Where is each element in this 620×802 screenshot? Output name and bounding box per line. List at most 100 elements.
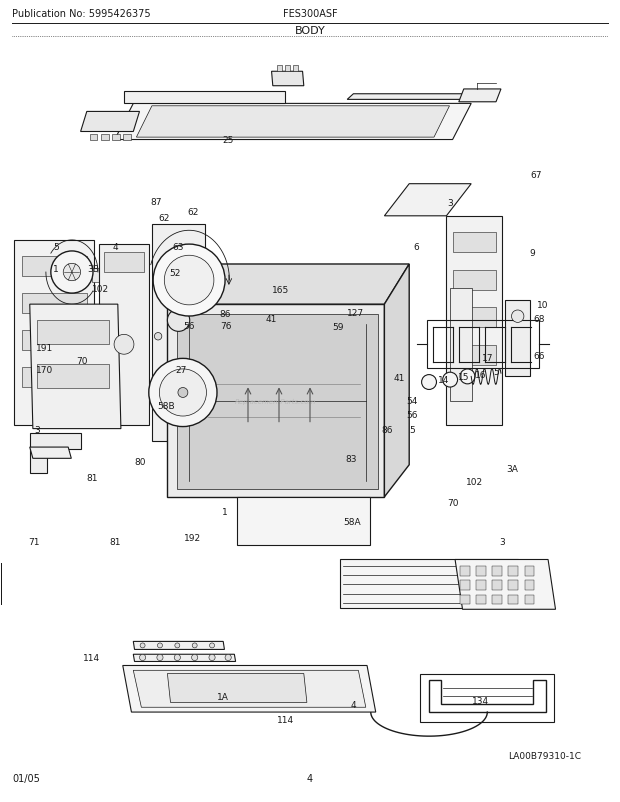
- Text: Publication No: 5995426375: Publication No: 5995426375: [12, 10, 151, 19]
- Polygon shape: [181, 273, 187, 289]
- Polygon shape: [508, 595, 518, 605]
- Circle shape: [159, 370, 206, 416]
- Polygon shape: [476, 566, 486, 576]
- Circle shape: [443, 373, 458, 387]
- Polygon shape: [237, 497, 370, 545]
- Text: 3B: 3B: [87, 264, 99, 273]
- Text: 6: 6: [414, 242, 420, 252]
- Polygon shape: [133, 654, 236, 662]
- Text: 10: 10: [538, 300, 549, 310]
- Text: 3A: 3A: [506, 464, 518, 474]
- Text: 80: 80: [135, 457, 146, 467]
- Polygon shape: [136, 107, 450, 138]
- Text: 56: 56: [406, 411, 417, 420]
- Polygon shape: [525, 581, 534, 590]
- Text: 71: 71: [29, 537, 40, 547]
- Polygon shape: [101, 135, 108, 140]
- Polygon shape: [476, 581, 486, 590]
- Polygon shape: [505, 301, 530, 377]
- Text: 16: 16: [475, 370, 486, 379]
- Circle shape: [164, 256, 214, 306]
- Polygon shape: [112, 135, 120, 140]
- Circle shape: [140, 643, 145, 648]
- Circle shape: [460, 370, 475, 384]
- Circle shape: [51, 252, 93, 294]
- Text: 81: 81: [109, 537, 120, 547]
- Circle shape: [157, 654, 163, 661]
- Circle shape: [140, 654, 146, 661]
- Polygon shape: [492, 566, 502, 576]
- Polygon shape: [167, 305, 384, 497]
- Text: 41: 41: [266, 314, 277, 324]
- Polygon shape: [30, 433, 81, 473]
- Text: 67: 67: [530, 170, 541, 180]
- Polygon shape: [30, 448, 71, 459]
- Text: 4: 4: [307, 773, 313, 783]
- Circle shape: [114, 335, 134, 354]
- Polygon shape: [293, 66, 298, 72]
- Polygon shape: [167, 271, 211, 290]
- Circle shape: [157, 643, 162, 648]
- Text: 52: 52: [169, 268, 180, 277]
- Polygon shape: [347, 95, 490, 100]
- Text: 58B: 58B: [157, 401, 175, 411]
- Polygon shape: [37, 365, 108, 389]
- Text: 114: 114: [277, 715, 294, 724]
- Circle shape: [422, 375, 436, 390]
- Text: 27: 27: [175, 366, 187, 375]
- Polygon shape: [384, 184, 471, 217]
- Circle shape: [174, 654, 180, 661]
- Polygon shape: [133, 670, 366, 707]
- Text: 68: 68: [534, 314, 545, 324]
- Polygon shape: [170, 273, 176, 289]
- Text: 41: 41: [394, 373, 405, 383]
- Polygon shape: [285, 66, 290, 72]
- Text: 70: 70: [76, 356, 87, 366]
- Text: 66: 66: [534, 351, 545, 361]
- Polygon shape: [22, 367, 87, 387]
- Polygon shape: [453, 270, 496, 290]
- Text: 62: 62: [188, 208, 199, 217]
- Polygon shape: [92, 313, 102, 327]
- Polygon shape: [30, 305, 121, 429]
- Polygon shape: [492, 595, 502, 605]
- Polygon shape: [508, 566, 518, 576]
- Text: 165: 165: [272, 286, 289, 295]
- Polygon shape: [22, 257, 87, 277]
- Circle shape: [209, 654, 215, 661]
- Circle shape: [210, 643, 215, 648]
- Text: 58A: 58A: [343, 517, 361, 527]
- Polygon shape: [277, 66, 282, 72]
- Polygon shape: [92, 357, 102, 371]
- Bar: [340, 560, 518, 608]
- Circle shape: [175, 643, 180, 648]
- Polygon shape: [115, 104, 471, 140]
- Text: 76: 76: [221, 321, 232, 330]
- Polygon shape: [450, 289, 472, 401]
- Polygon shape: [460, 581, 470, 590]
- Text: 54: 54: [406, 396, 417, 406]
- Text: 192: 192: [184, 533, 201, 542]
- Text: 56: 56: [184, 321, 195, 330]
- Text: 83: 83: [345, 454, 356, 464]
- Circle shape: [63, 264, 81, 282]
- Polygon shape: [152, 225, 205, 441]
- Polygon shape: [272, 72, 304, 87]
- Text: 63: 63: [173, 242, 184, 252]
- Polygon shape: [492, 581, 502, 590]
- Text: 87: 87: [151, 197, 162, 207]
- Text: 1: 1: [53, 264, 59, 273]
- Polygon shape: [384, 265, 409, 497]
- Text: 1: 1: [221, 507, 228, 516]
- Text: 86: 86: [219, 310, 231, 319]
- Polygon shape: [476, 595, 486, 605]
- Circle shape: [225, 654, 231, 661]
- Polygon shape: [167, 265, 409, 305]
- Circle shape: [154, 285, 162, 293]
- Text: 5: 5: [493, 367, 499, 377]
- Polygon shape: [133, 642, 224, 650]
- Polygon shape: [124, 92, 285, 104]
- Text: 170: 170: [36, 366, 53, 375]
- Text: 62: 62: [159, 213, 170, 223]
- Polygon shape: [37, 321, 108, 345]
